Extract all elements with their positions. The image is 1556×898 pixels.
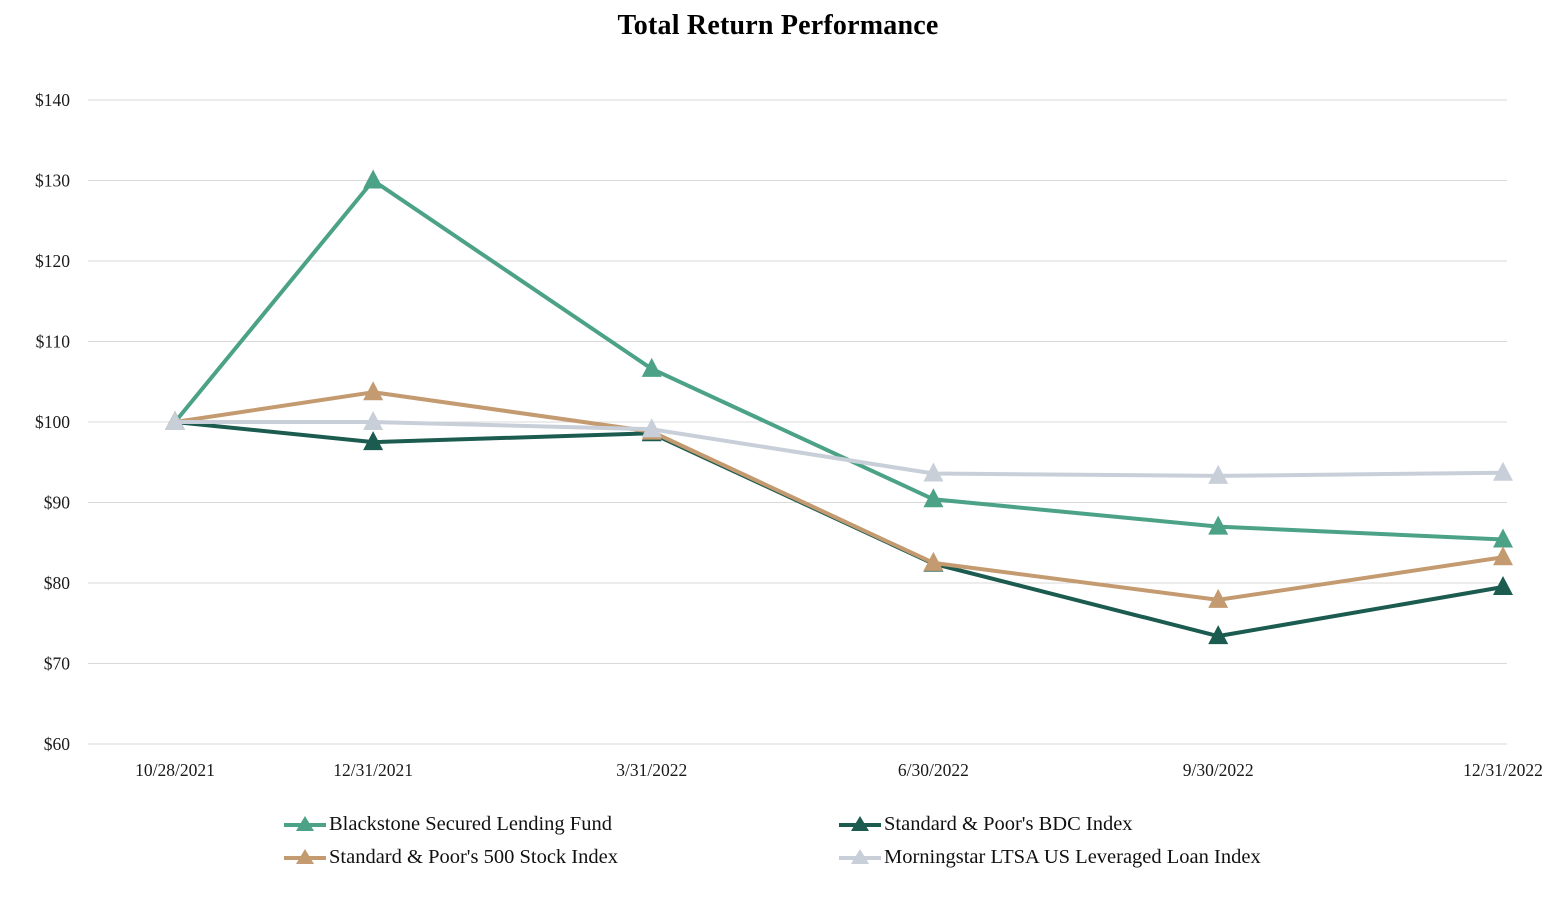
series-marker-2 [1493, 546, 1513, 566]
y-tick-label: $70 [44, 654, 71, 674]
x-tick-label: 12/31/2022 [1463, 760, 1543, 780]
legend-item-morningstar-ltsa-leveraged-loan-index: Morningstar LTSA US Leveraged Loan Index [838, 846, 1261, 869]
series-marker-1 [363, 431, 384, 451]
series-marker-3 [641, 418, 662, 438]
series-line-2 [174, 390, 1504, 602]
legend-label: Standard & Poor's BDC Index [884, 813, 1133, 835]
x-tick-label: 6/30/2022 [898, 760, 969, 780]
series-marker-1 [1493, 576, 1513, 596]
series-marker-0 [1208, 515, 1229, 535]
legend-item-blackstone-secured-lending-fund: Blackstone Secured Lending Fund [283, 813, 838, 836]
series-marker-0 [923, 488, 944, 508]
series-marker-0 [363, 169, 384, 189]
x-tick-label: 10/28/2021 [135, 760, 215, 780]
x-tick-label: 3/31/2022 [616, 760, 687, 780]
y-tick-label: $110 [36, 332, 71, 352]
series-marker-3 [363, 411, 384, 430]
y-tick-label: $100 [35, 412, 70, 432]
series-marker-0 [641, 357, 662, 377]
chart-legend: Blackstone Secured Lending Fund Standard… [283, 813, 1261, 869]
y-tick-label: $90 [44, 493, 71, 513]
chart-title: Total Return Performance [617, 10, 939, 41]
legend-item-sp-500-stock-index: Standard & Poor's 500 Stock Index [283, 846, 838, 869]
series-marker-2 [363, 381, 384, 401]
legend-marker-icon [284, 815, 326, 831]
series-marker-3 [1208, 464, 1229, 484]
y-tick-label: $120 [35, 251, 70, 271]
x-tick-label: 12/31/2021 [333, 760, 413, 780]
legend-label: Blackstone Secured Lending Fund [329, 813, 612, 835]
series-marker-2 [923, 551, 944, 571]
legend-item-sp-bdc-index: Standard & Poor's BDC Index [838, 813, 1261, 836]
legend-marker-icon [284, 848, 326, 864]
series-marker-2 [1208, 588, 1229, 608]
y-tick-label: $80 [44, 573, 71, 593]
x-tick-label: 9/30/2022 [1183, 760, 1254, 780]
series-marker-3 [165, 411, 185, 430]
series-marker-1 [1208, 625, 1229, 645]
y-tick-label: $140 [35, 90, 70, 110]
series-line-0 [173, 177, 1504, 542]
y-tick-label: $60 [44, 734, 71, 754]
series-marker-3 [923, 462, 944, 482]
series-marker-3 [1493, 461, 1513, 481]
legend-label: Morningstar LTSA US Leveraged Loan Index [884, 846, 1261, 868]
series-marker-0 [1493, 528, 1513, 548]
legend-marker-icon [839, 848, 881, 864]
y-tick-label: $130 [35, 171, 70, 191]
legend-label: Standard & Poor's 500 Stock Index [329, 846, 618, 868]
legend-marker-icon [839, 815, 881, 831]
series-line-3 [175, 420, 1504, 478]
